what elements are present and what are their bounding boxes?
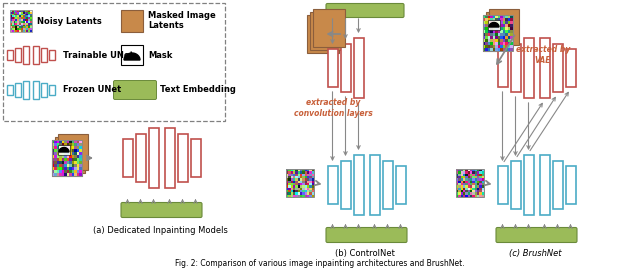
FancyBboxPatch shape bbox=[489, 9, 519, 45]
FancyBboxPatch shape bbox=[55, 137, 85, 173]
FancyBboxPatch shape bbox=[486, 12, 516, 48]
FancyBboxPatch shape bbox=[191, 139, 200, 177]
FancyBboxPatch shape bbox=[313, 9, 345, 47]
FancyBboxPatch shape bbox=[326, 228, 407, 242]
Text: Trainable UNet: Trainable UNet bbox=[63, 50, 134, 59]
FancyBboxPatch shape bbox=[148, 128, 159, 188]
FancyBboxPatch shape bbox=[552, 161, 563, 209]
FancyBboxPatch shape bbox=[41, 83, 47, 97]
FancyBboxPatch shape bbox=[121, 202, 202, 218]
FancyBboxPatch shape bbox=[566, 166, 575, 204]
FancyBboxPatch shape bbox=[328, 166, 337, 204]
FancyBboxPatch shape bbox=[552, 44, 563, 92]
FancyBboxPatch shape bbox=[121, 45, 143, 65]
Text: (b) ControlNet: (b) ControlNet bbox=[335, 249, 395, 258]
FancyBboxPatch shape bbox=[328, 49, 337, 87]
FancyBboxPatch shape bbox=[383, 161, 392, 209]
Text: Text Embedding: Text Embedding bbox=[160, 86, 236, 94]
Text: Latents: Latents bbox=[148, 21, 184, 29]
FancyBboxPatch shape bbox=[58, 145, 70, 155]
FancyBboxPatch shape bbox=[49, 85, 55, 95]
FancyBboxPatch shape bbox=[340, 44, 351, 92]
FancyBboxPatch shape bbox=[15, 48, 21, 62]
FancyBboxPatch shape bbox=[121, 10, 143, 32]
Text: Fig. 2: Comparison of various image inpainting architectures and BrushNet.: Fig. 2: Comparison of various image inpa… bbox=[175, 259, 465, 268]
FancyBboxPatch shape bbox=[310, 12, 342, 50]
FancyBboxPatch shape bbox=[307, 15, 339, 53]
FancyBboxPatch shape bbox=[113, 80, 157, 100]
FancyBboxPatch shape bbox=[136, 134, 145, 182]
Text: Noisy Latents: Noisy Latents bbox=[37, 16, 102, 25]
Text: Mask: Mask bbox=[148, 50, 172, 59]
FancyBboxPatch shape bbox=[52, 140, 82, 176]
FancyBboxPatch shape bbox=[7, 85, 13, 95]
FancyBboxPatch shape bbox=[483, 15, 513, 51]
FancyBboxPatch shape bbox=[524, 38, 534, 98]
FancyBboxPatch shape bbox=[33, 46, 39, 64]
FancyBboxPatch shape bbox=[23, 46, 29, 64]
FancyBboxPatch shape bbox=[524, 155, 534, 215]
FancyBboxPatch shape bbox=[3, 3, 225, 121]
FancyBboxPatch shape bbox=[326, 4, 404, 18]
FancyBboxPatch shape bbox=[41, 48, 47, 62]
FancyBboxPatch shape bbox=[566, 49, 575, 87]
FancyBboxPatch shape bbox=[511, 161, 520, 209]
FancyBboxPatch shape bbox=[396, 166, 406, 204]
FancyBboxPatch shape bbox=[511, 44, 520, 92]
Polygon shape bbox=[59, 147, 69, 152]
FancyBboxPatch shape bbox=[497, 49, 508, 87]
FancyBboxPatch shape bbox=[7, 50, 13, 60]
FancyBboxPatch shape bbox=[340, 161, 351, 209]
FancyBboxPatch shape bbox=[496, 228, 577, 242]
FancyBboxPatch shape bbox=[369, 155, 380, 215]
FancyBboxPatch shape bbox=[33, 81, 39, 99]
FancyBboxPatch shape bbox=[15, 83, 21, 97]
Text: extracted by
VAE: extracted by VAE bbox=[516, 45, 570, 65]
FancyBboxPatch shape bbox=[49, 50, 55, 60]
FancyBboxPatch shape bbox=[353, 155, 364, 215]
FancyBboxPatch shape bbox=[23, 81, 29, 99]
Polygon shape bbox=[124, 53, 140, 60]
FancyBboxPatch shape bbox=[488, 20, 500, 30]
FancyBboxPatch shape bbox=[353, 38, 364, 98]
Text: (c) BrushNet: (c) BrushNet bbox=[509, 249, 561, 258]
Text: extracted by
convolution layers: extracted by convolution layers bbox=[294, 98, 372, 118]
Text: Frozen UNet: Frozen UNet bbox=[63, 86, 121, 94]
FancyBboxPatch shape bbox=[58, 134, 88, 170]
FancyBboxPatch shape bbox=[122, 139, 132, 177]
Polygon shape bbox=[489, 22, 499, 27]
FancyBboxPatch shape bbox=[540, 155, 550, 215]
Text: Masked Image: Masked Image bbox=[148, 12, 216, 21]
FancyBboxPatch shape bbox=[540, 38, 550, 98]
FancyBboxPatch shape bbox=[164, 128, 175, 188]
Text: (a) Dedicated Inpainting Models: (a) Dedicated Inpainting Models bbox=[93, 226, 227, 235]
FancyBboxPatch shape bbox=[177, 134, 188, 182]
FancyBboxPatch shape bbox=[497, 166, 508, 204]
